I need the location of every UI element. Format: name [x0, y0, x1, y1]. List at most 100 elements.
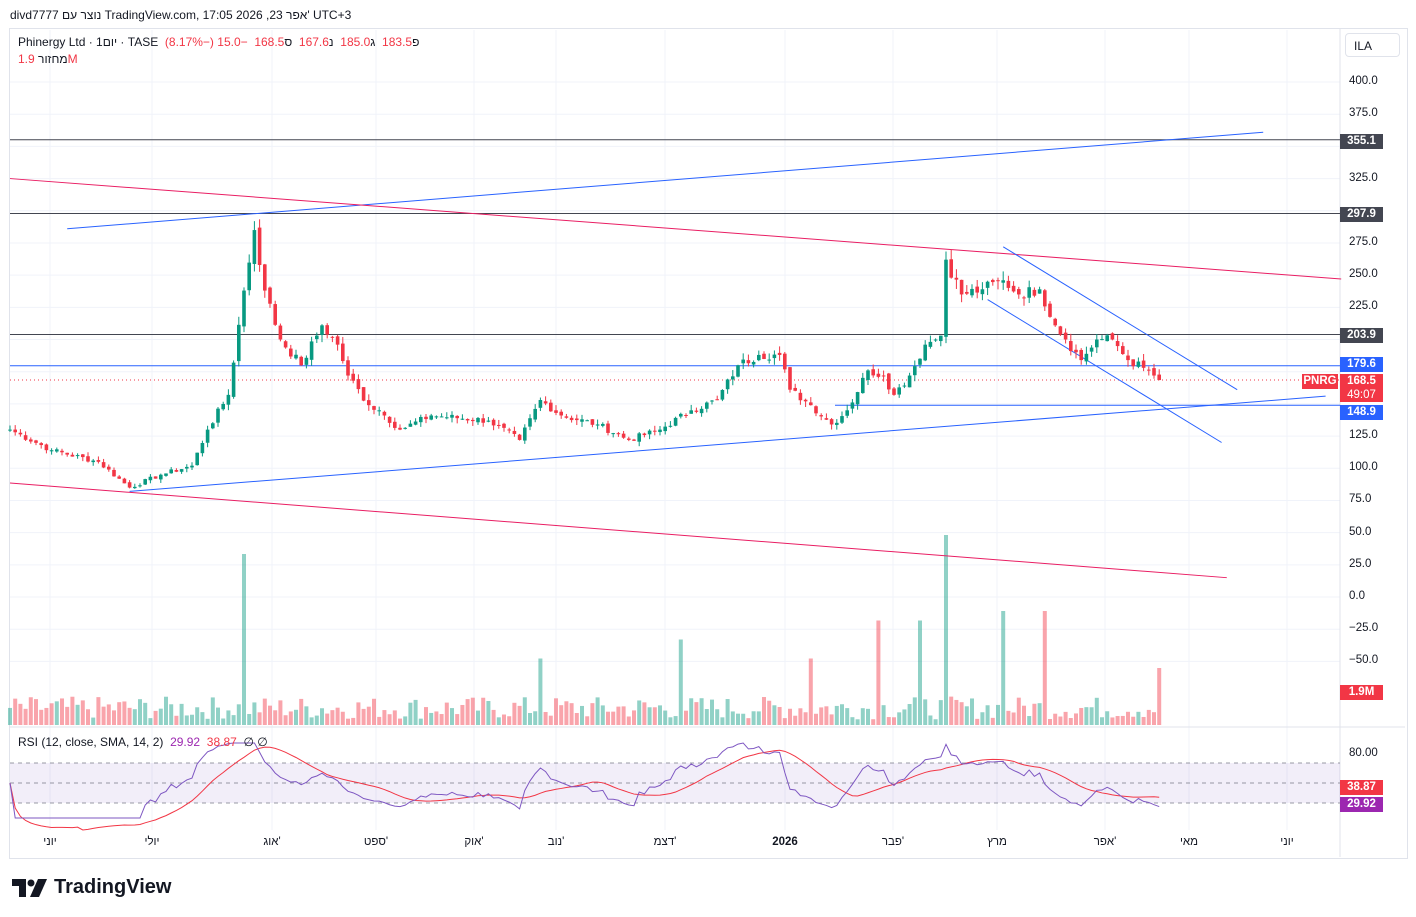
candle-body — [528, 418, 532, 427]
volume-bar — [746, 718, 751, 725]
candle-body — [814, 406, 818, 414]
time-axis-label: 2026 — [772, 836, 798, 848]
tradingview-logo-icon — [12, 878, 47, 897]
candle-body — [720, 390, 725, 400]
volume-bar — [278, 700, 283, 725]
candle-body — [751, 361, 756, 365]
volume-bar — [23, 708, 28, 725]
candle-body — [876, 373, 881, 377]
candle-body — [850, 402, 855, 409]
candle-body — [585, 420, 589, 422]
candle-body — [320, 325, 324, 335]
candle-body — [398, 427, 402, 430]
tradingview-logo[interactable]: TradingView — [12, 876, 171, 899]
candle-body — [23, 435, 28, 440]
volume-bar — [60, 698, 64, 725]
candle-body — [117, 476, 121, 479]
candle-body — [1105, 335, 1109, 342]
candle-body — [1079, 349, 1083, 361]
volume-bar — [548, 715, 553, 725]
candle-body — [445, 417, 449, 419]
volume-bar — [340, 711, 345, 725]
price-axis-label: 75.0 — [1349, 493, 1372, 506]
volume-bar — [106, 704, 111, 725]
volume-bar — [762, 697, 766, 725]
volume-bar — [1068, 718, 1073, 725]
candle-body — [211, 423, 215, 429]
candle-body — [122, 478, 127, 484]
candle-body — [372, 406, 376, 410]
volume-bar — [346, 718, 350, 725]
volume-bar — [996, 704, 1000, 725]
candle-body — [970, 288, 974, 296]
candle-body — [424, 416, 428, 420]
candle-body — [512, 430, 517, 434]
rsi-sma-tag: 38.87 — [1340, 780, 1383, 795]
candle-body — [65, 452, 69, 455]
candle-body — [299, 356, 303, 366]
symbol-name[interactable]: Phinergy Ltd · 1יום · TASE — [18, 35, 159, 49]
close-value: 168.5 — [254, 35, 285, 49]
volume-bar — [179, 703, 184, 725]
candle-body — [731, 376, 735, 380]
volume-bar — [148, 718, 153, 725]
candle-body — [491, 419, 496, 426]
candle-body — [60, 450, 64, 453]
candle-body — [315, 335, 319, 340]
candle-body — [153, 476, 158, 479]
volume-bar — [850, 717, 855, 725]
volume-bar — [1152, 712, 1156, 725]
volume-bar — [1048, 718, 1052, 725]
volume-bar — [985, 705, 990, 725]
volume-bar — [1011, 712, 1016, 725]
candle-body — [382, 411, 387, 416]
candle-body — [237, 324, 241, 362]
currency-button[interactable]: ILA — [1345, 33, 1400, 57]
volume-bar — [1157, 668, 1162, 725]
volume-bar — [559, 705, 564, 725]
candle-body — [1006, 280, 1011, 288]
volume-bar — [793, 715, 798, 725]
candle-body — [18, 432, 23, 435]
volume-bar — [252, 702, 257, 725]
volume-bar — [652, 707, 657, 725]
price-axis-label: 50.0 — [1349, 525, 1372, 538]
candle-body — [855, 392, 860, 405]
volume-bar — [101, 706, 106, 725]
volume-bar — [112, 710, 116, 725]
volume-bar — [798, 708, 803, 725]
volume-bar — [450, 708, 454, 725]
candle-body — [939, 335, 943, 342]
volume-bar — [767, 700, 772, 725]
candle-body — [965, 291, 969, 294]
volume-bar — [600, 705, 605, 725]
volume-bar — [1136, 711, 1141, 725]
candle-body — [580, 419, 584, 422]
high-value: 185.0 — [340, 35, 371, 49]
candle-body — [621, 433, 626, 438]
volume-bar — [829, 714, 834, 725]
candle-body — [715, 399, 719, 401]
volume-bar — [169, 704, 174, 725]
candle-body — [450, 414, 454, 418]
volume-bar — [132, 709, 137, 725]
volume-bar — [876, 620, 881, 725]
candle-body — [1147, 369, 1151, 371]
price-axis-label: 325.0 — [1349, 171, 1378, 184]
candle-body — [55, 449, 59, 452]
candle-body — [1089, 347, 1094, 352]
volume-bar — [257, 712, 262, 725]
candle-body — [705, 402, 709, 409]
volume-bar — [704, 709, 709, 725]
volume-bar — [517, 705, 522, 725]
price-axis-label: 125.0 — [1349, 429, 1378, 442]
volume-bar — [1089, 707, 1094, 725]
rsi-label[interactable]: RSI (12, close, SMA, 14, 2) — [18, 735, 164, 749]
candle-body — [86, 456, 90, 462]
candle-body — [881, 375, 886, 377]
low-value: 167.6 — [298, 35, 329, 49]
candle-body — [616, 433, 621, 435]
volume-bar — [44, 707, 49, 725]
volume-bar — [1131, 716, 1136, 725]
